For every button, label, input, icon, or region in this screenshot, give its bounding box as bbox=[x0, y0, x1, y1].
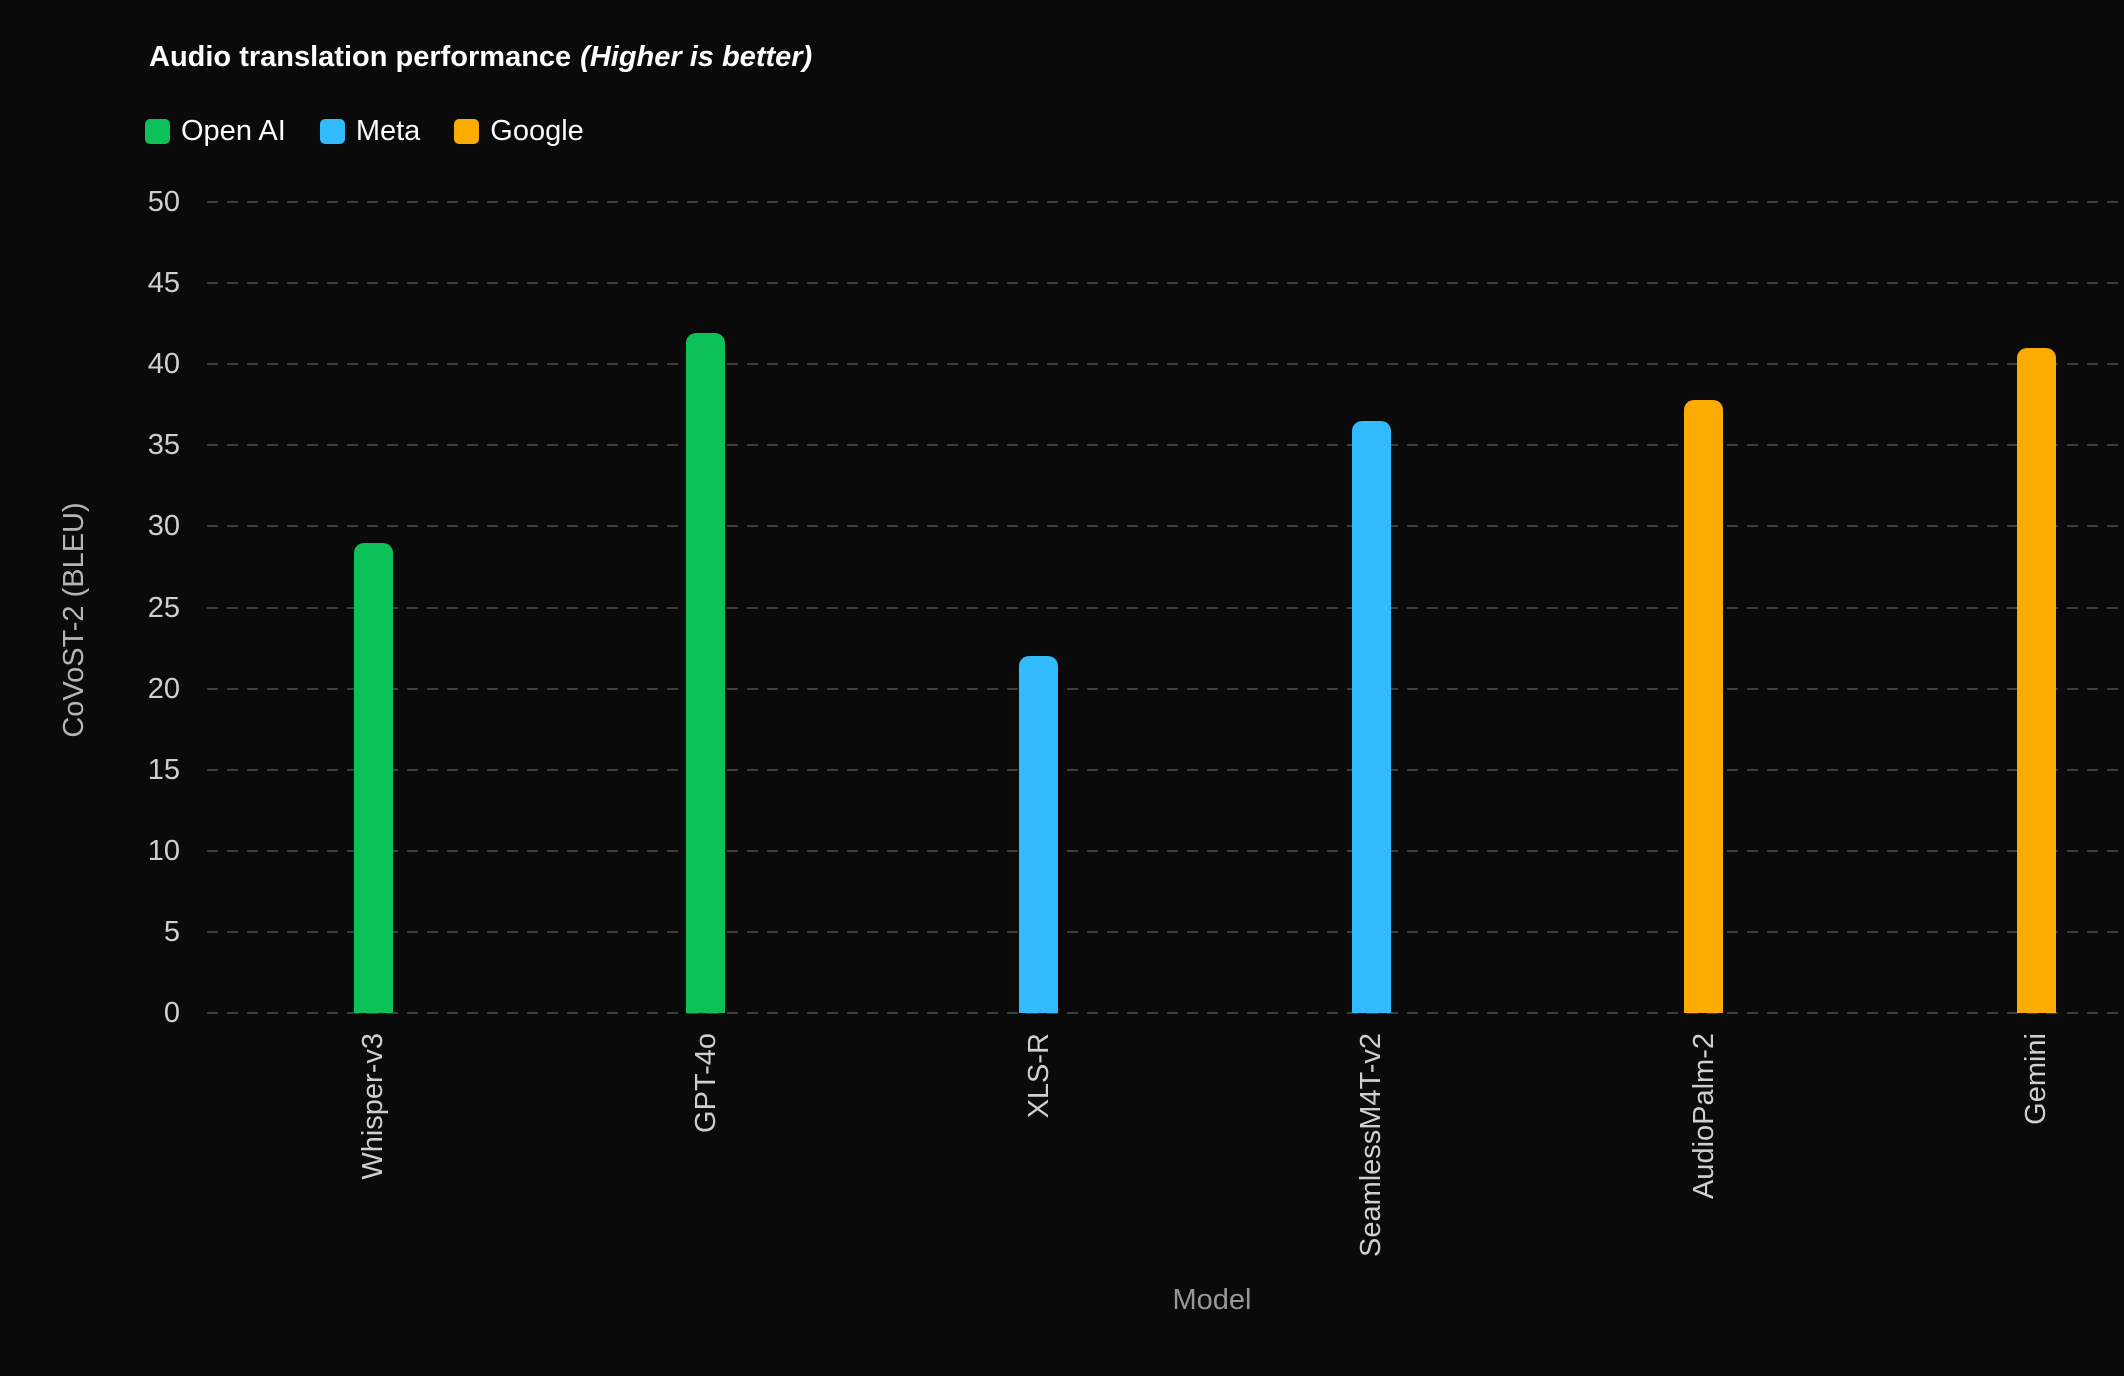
y-tick-label-25: 25 bbox=[147, 591, 180, 624]
gridline-40 bbox=[207, 363, 2124, 366]
legend-label-meta: Meta bbox=[355, 115, 421, 147]
legend-swatch-openai bbox=[145, 118, 170, 144]
legend-item-google: Google bbox=[454, 116, 584, 146]
y-tick-label-35: 35 bbox=[147, 429, 180, 462]
bar-GPT-4o bbox=[686, 333, 726, 1013]
y-tick-label-30: 30 bbox=[147, 510, 180, 543]
gridline-15 bbox=[207, 768, 2124, 771]
legend-label-openai: Open AI bbox=[181, 115, 286, 147]
gridline-45 bbox=[207, 282, 2124, 285]
gridline-20 bbox=[207, 687, 2124, 690]
legend-swatch-google bbox=[454, 118, 480, 144]
bar-XLS-R bbox=[1019, 656, 1058, 1013]
bar-Gemini bbox=[2016, 347, 2056, 1013]
bar-SeamlessM4T-v2 bbox=[1351, 420, 1391, 1013]
x-tick-label-Whisper-v3: Whisper-v3 bbox=[357, 1033, 390, 1180]
chart-title: Audio translation performance (Higher is … bbox=[149, 40, 812, 74]
chart-legend: Open AI Meta Google bbox=[145, 116, 584, 146]
gridline-35 bbox=[207, 444, 2124, 447]
bar-AudioPalm-2 bbox=[1684, 399, 1724, 1013]
y-tick-label-0: 0 bbox=[163, 997, 180, 1029]
x-tick-label-AudioPalm-2: AudioPalm-2 bbox=[1687, 1033, 1720, 1200]
x-tick-label-SeamlessM4T-v2: SeamlessM4T-v2 bbox=[1355, 1033, 1388, 1258]
y-tick-label-45: 45 bbox=[147, 267, 180, 300]
legend-label-google: Google bbox=[490, 115, 584, 147]
x-tick-label-XLS-R: XLS-R bbox=[1022, 1033, 1055, 1119]
gridline-0 bbox=[207, 1012, 2124, 1014]
gridline-5 bbox=[207, 930, 2124, 933]
x-tick-label-GPT-4o: GPT-4o bbox=[689, 1033, 722, 1133]
gridline-50 bbox=[207, 201, 2124, 203]
x-tick-label-Gemini: Gemini bbox=[2020, 1033, 2053, 1125]
gridline-30 bbox=[207, 525, 2124, 528]
legend-item-meta: Meta bbox=[319, 115, 421, 147]
y-tick-label-15: 15 bbox=[147, 753, 180, 786]
gridline-10 bbox=[207, 849, 2124, 852]
bar-Whisper-v3 bbox=[353, 542, 393, 1013]
legend-item-openai: Open AI bbox=[145, 116, 286, 146]
y-tick-label-40: 40 bbox=[147, 348, 180, 381]
chart-title-main: Audio translation performance bbox=[149, 41, 572, 73]
y-tick-label-20: 20 bbox=[147, 672, 180, 705]
y-tick-label-10: 10 bbox=[147, 834, 180, 867]
y-tick-label-5: 5 bbox=[163, 915, 180, 948]
legend-swatch-meta bbox=[319, 118, 345, 144]
gridline-25 bbox=[207, 606, 2124, 609]
y-tick-label-50: 50 bbox=[147, 186, 180, 218]
x-axis-title: Model bbox=[1172, 1284, 1252, 1316]
chart-title-note: (Higher is better) bbox=[580, 41, 813, 73]
